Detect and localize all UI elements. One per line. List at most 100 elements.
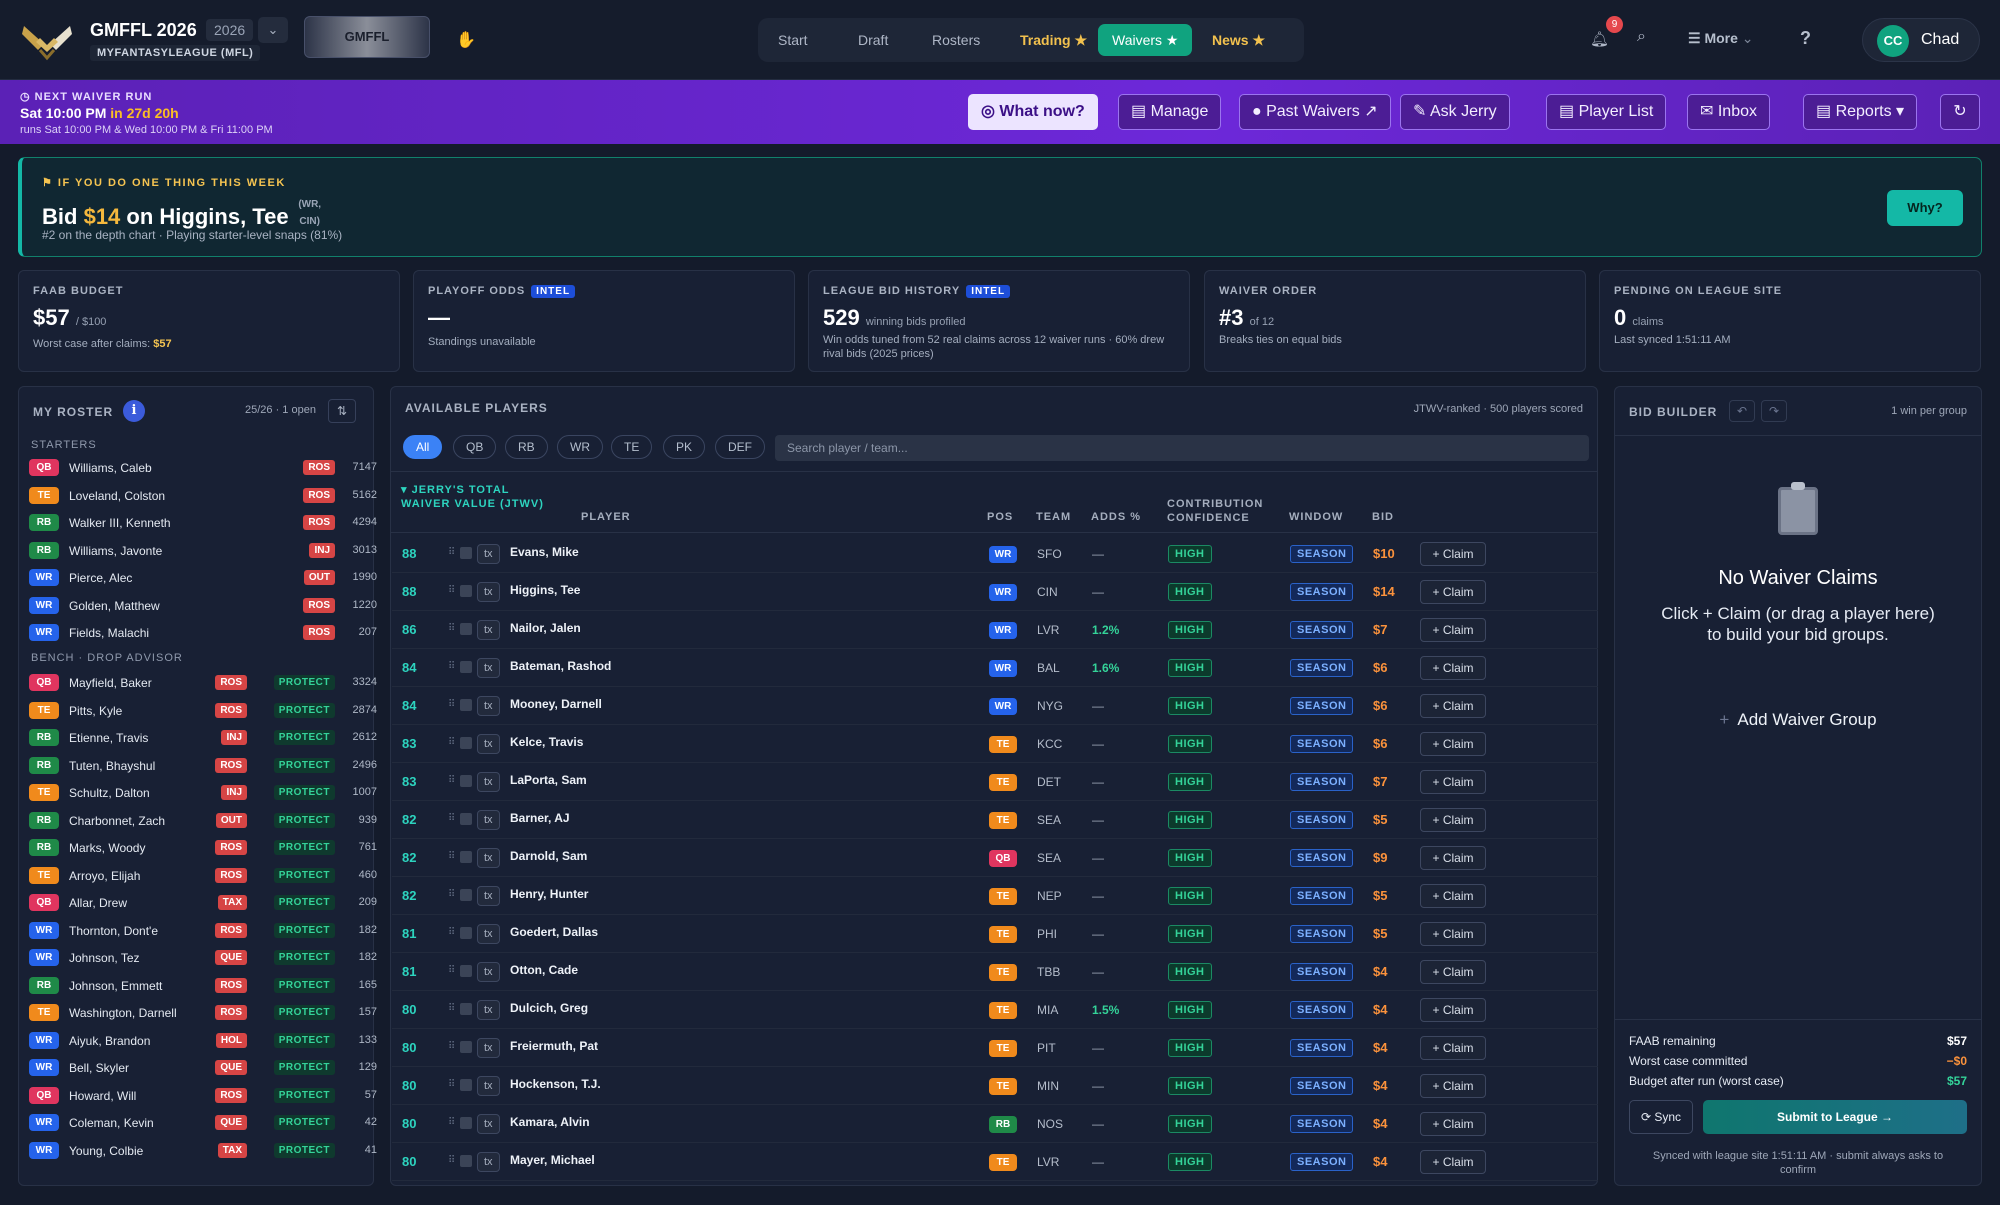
drag-handle-icon[interactable]: ⠿ (448, 585, 455, 596)
player-name[interactable]: Kelce, Travis (510, 735, 584, 749)
claim-button[interactable]: + Claim (1420, 694, 1486, 718)
col-confidence[interactable]: CONTRIBUTION CONFIDENCE (1167, 498, 1264, 524)
player-row[interactable]: 81 ⠿ tx Goedert, Dallas TE PHI — HIGH SEASON $5 + … (392, 915, 1598, 953)
player-name[interactable]: Otton, Cade (510, 963, 578, 977)
player-name[interactable]: Higgins, Tee (510, 583, 581, 597)
claim-button[interactable]: + Claim (1420, 732, 1486, 756)
col-player[interactable]: PLAYER (581, 511, 631, 523)
transaction-button[interactable]: tx (477, 1076, 500, 1096)
player-row[interactable]: 88 ⠿ tx Evans, Mike WR SFO — HIGH SEASON $10 + Cla… (392, 535, 1598, 573)
drag-handle-icon[interactable]: ⠿ (448, 661, 455, 672)
more-menu-button[interactable]: ☰ More ⌄ (1688, 30, 1754, 47)
claim-button[interactable]: + Claim (1420, 1150, 1486, 1174)
claim-button[interactable]: + Claim (1420, 1112, 1486, 1136)
select-checkbox[interactable] (460, 851, 472, 863)
claim-button[interactable]: + Claim (1420, 542, 1486, 566)
roster-row[interactable]: RB Johnson, Emmett ROS PROTECT 165 (29, 973, 377, 999)
claim-button[interactable]: + Claim (1420, 1036, 1486, 1060)
user-menu[interactable]: CC Chad (1862, 18, 1980, 62)
select-checkbox[interactable] (460, 699, 472, 711)
drag-handle-icon[interactable]: ⠿ (448, 1003, 455, 1014)
roster-row[interactable]: WR Coleman, Kevin QUE PROTECT 42 (29, 1110, 377, 1136)
transaction-button[interactable]: tx (477, 544, 500, 564)
roster-row[interactable]: TE Washington, Darnell ROS PROTECT 157 (29, 1000, 377, 1026)
select-checkbox[interactable] (460, 965, 472, 977)
player-row[interactable]: 88 ⠿ tx Higgins, Tee WR CIN — HIGH SEASON $14 + Cl… (392, 573, 1598, 611)
transaction-button[interactable]: tx (477, 1000, 500, 1020)
drag-handle-icon[interactable]: ⠿ (448, 699, 455, 710)
col-jtwv[interactable]: ▾ JERRY'S TOTAL WAIVER VALUE (JTWV) (401, 484, 544, 510)
roster-row[interactable]: WR Thornton, Dont'e ROS PROTECT 182 (29, 918, 377, 944)
claim-button[interactable]: + Claim (1420, 998, 1486, 1022)
roster-row[interactable]: RB Marks, Woody ROS PROTECT 761 (29, 835, 377, 861)
roster-row[interactable]: QB Allar, Drew TAX PROTECT 209 (29, 890, 377, 916)
drag-handle-icon[interactable]: ⠿ (448, 813, 455, 824)
drag-handle-icon[interactable]: ⠿ (448, 889, 455, 900)
transaction-button[interactable]: tx (477, 886, 500, 906)
player-row[interactable]: 82 ⠿ tx Henry, Hunter TE NEP — HIGH SEASON $5 + Cl… (392, 877, 1598, 915)
roster-row[interactable]: WR Johnson, Tez QUE PROTECT 182 (29, 945, 377, 971)
drag-handle-icon[interactable]: ⠿ (448, 1155, 455, 1166)
select-checkbox[interactable] (460, 1041, 472, 1053)
roster-row[interactable]: WR Fields, Malachi ROS 207 (29, 620, 377, 646)
player-row[interactable]: 80 ⠿ tx Freiermuth, Pat TE PIT — HIGH SEASON $4 + … (392, 1029, 1598, 1067)
select-checkbox[interactable] (460, 1117, 472, 1129)
player-row[interactable]: 84 ⠿ tx Bateman, Rashod WR BAL 1.6% HIGH SEASON $… (392, 649, 1598, 687)
claim-button[interactable]: + Claim (1420, 770, 1486, 794)
claim-button[interactable]: + Claim (1420, 846, 1486, 870)
filter-all[interactable]: All (403, 435, 443, 459)
roster-row[interactable]: RB Etienne, Travis INJ PROTECT 2612 (29, 725, 377, 751)
roster-row[interactable]: QB Howard, Will ROS PROTECT 57 (29, 1083, 377, 1109)
filter-pk[interactable]: PK (663, 435, 706, 459)
player-name[interactable]: Nailor, Jalen (510, 621, 581, 635)
player-row[interactable]: 84 ⠿ tx Mooney, Darnell WR NYG — HIGH SEASON $6 + … (392, 687, 1598, 725)
redo-icon[interactable]: ↷ (1761, 400, 1787, 422)
player-name[interactable]: Barner, AJ (510, 811, 570, 825)
transaction-button[interactable]: tx (477, 734, 500, 754)
drag-handle-icon[interactable]: ⠿ (448, 737, 455, 748)
roster-row[interactable]: TE Loveland, Colston ROS 5162 (29, 483, 377, 509)
transaction-button[interactable]: tx (477, 1114, 500, 1134)
what-now-button[interactable]: ◎ What now? (968, 94, 1098, 130)
drag-handle-icon[interactable]: ⠿ (448, 851, 455, 862)
bell-icon[interactable]: 🔔︎ (1590, 31, 1610, 48)
select-checkbox[interactable] (460, 889, 472, 901)
col-adds[interactable]: ADDS % (1091, 511, 1142, 523)
player-search-input[interactable]: Search player / team... (775, 435, 1589, 461)
player-name[interactable]: LaPorta, Sam (510, 773, 587, 787)
sync-button[interactable]: ⟳ Sync (1629, 1100, 1693, 1134)
select-checkbox[interactable] (460, 813, 472, 825)
transaction-button[interactable]: tx (477, 810, 500, 830)
help-icon[interactable]: ? (1800, 28, 1811, 48)
roster-row[interactable]: RB Walker III, Kenneth ROS 4294 (29, 510, 377, 536)
player-name[interactable]: Bateman, Rashod (510, 659, 612, 673)
select-checkbox[interactable] (460, 1079, 472, 1091)
select-checkbox[interactable] (460, 927, 472, 939)
transaction-button[interactable]: tx (477, 620, 500, 640)
search-icon[interactable]: ⌕ (1637, 28, 1646, 45)
player-row[interactable]: 86 ⠿ tx Nailor, Jalen WR LVR 1.2% HIGH SEASON $7 +… (392, 611, 1598, 649)
transaction-button[interactable]: tx (477, 696, 500, 716)
drag-handle-icon[interactable]: ⠿ (448, 1117, 455, 1128)
roster-row[interactable]: WR Aiyuk, Brandon HOL PROTECT 133 (29, 1028, 377, 1054)
filter-qb[interactable]: QB (453, 435, 497, 459)
player-name[interactable]: Mayer, Michael (510, 1153, 595, 1167)
manage-button[interactable]: ▤ Manage (1118, 94, 1222, 130)
refresh-icon[interactable]: ↻ (1940, 94, 1980, 130)
transaction-button[interactable]: tx (477, 848, 500, 868)
player-row[interactable]: 83 ⠿ tx Kelce, Travis TE KCC — HIGH SEASON $6 + Cl… (392, 725, 1598, 763)
roster-row[interactable]: WR Young, Colbie TAX PROTECT 41 (29, 1138, 377, 1164)
info-icon[interactable]: i (123, 400, 145, 422)
player-name[interactable]: Freiermuth, Pat (510, 1039, 599, 1053)
past-waivers-button[interactable]: ● Past Waivers ↗ (1239, 94, 1391, 130)
player-row[interactable]: 80 ⠿ tx Kamara, Alvin RB NOS — HIGH SEASON $4 + Cl… (392, 1105, 1598, 1143)
drag-handle-icon[interactable]: ⠿ (448, 547, 455, 558)
claim-button[interactable]: + Claim (1420, 960, 1486, 984)
player-row[interactable]: 81 ⠿ tx Otton, Cade TE TBB — HIGH SEASON $4 + Clai… (392, 953, 1598, 991)
roster-row[interactable]: WR Pierce, Alec OUT 1990 (29, 565, 377, 591)
player-row[interactable]: 80 ⠿ tx Dulcich, Greg TE MIA 1.5% HIGH SEASON $4 +… (392, 991, 1598, 1029)
season-dropdown-chevron-down-icon[interactable]: ⌄ (258, 17, 288, 43)
claim-button[interactable]: + Claim (1420, 618, 1486, 642)
league-logo-icon[interactable] (20, 18, 74, 64)
select-checkbox[interactable] (460, 661, 472, 673)
